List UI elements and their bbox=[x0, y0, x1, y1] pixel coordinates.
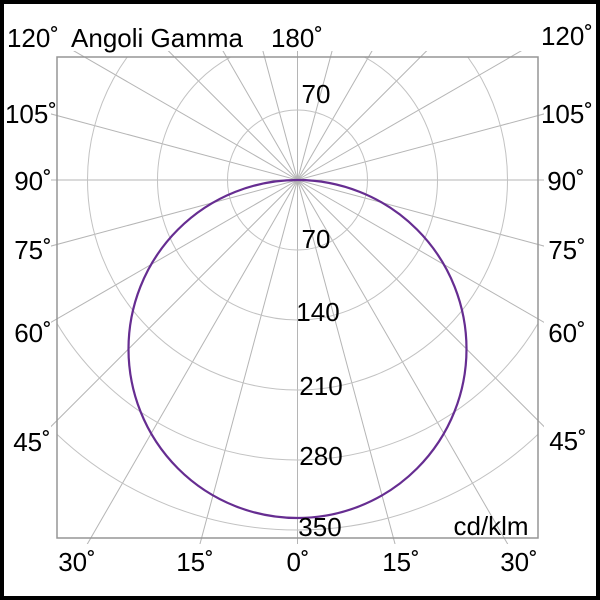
intensity-grid-circles bbox=[57, 57, 538, 531]
radius-label-210: 210 bbox=[299, 371, 343, 401]
chart-title: Angoli Gamma bbox=[71, 23, 243, 53]
angle-label-top-right-120: 120˚ bbox=[540, 21, 594, 51]
angle-label-right-60: 60˚ bbox=[548, 318, 586, 348]
angle-label-left-105: 105˚ bbox=[4, 99, 58, 129]
angle-label-bottom-0: 0˚ bbox=[286, 547, 310, 577]
plot-border bbox=[56, 56, 539, 539]
radius-label-70-top: 70 bbox=[301, 79, 331, 109]
radius-label-140: 140 bbox=[296, 297, 340, 327]
angle-label-left-60: 60˚ bbox=[14, 318, 52, 348]
angle-label-top-left-120: 120˚ bbox=[6, 23, 60, 53]
unit-label: cd/klm bbox=[453, 511, 529, 541]
angle-label-left-90: 90˚ bbox=[14, 166, 52, 196]
angle-label-bottom-30-right: 30˚ bbox=[500, 547, 538, 577]
angle-label-bottom-15-right: 15˚ bbox=[382, 547, 420, 577]
angle-label-right-45: 45˚ bbox=[549, 426, 587, 456]
intensity-curve bbox=[127, 178, 468, 520]
radius-label-280: 280 bbox=[299, 441, 343, 471]
angle-label-left-75: 75˚ bbox=[14, 235, 52, 265]
angle-label-left-45: 45˚ bbox=[13, 427, 51, 457]
angle-label-right-105: 105˚ bbox=[540, 99, 594, 129]
angle-label-right-90: 90˚ bbox=[547, 166, 585, 196]
radius-label-350: 350 bbox=[298, 512, 342, 542]
angle-label-right-75: 75˚ bbox=[548, 235, 586, 265]
angle-label-bottom-15-left: 15˚ bbox=[176, 547, 214, 577]
angle-label-top-180: 180˚ bbox=[270, 23, 324, 53]
radius-label-70: 70 bbox=[301, 224, 331, 254]
angle-label-bottom-30-left: 30˚ bbox=[58, 547, 96, 577]
